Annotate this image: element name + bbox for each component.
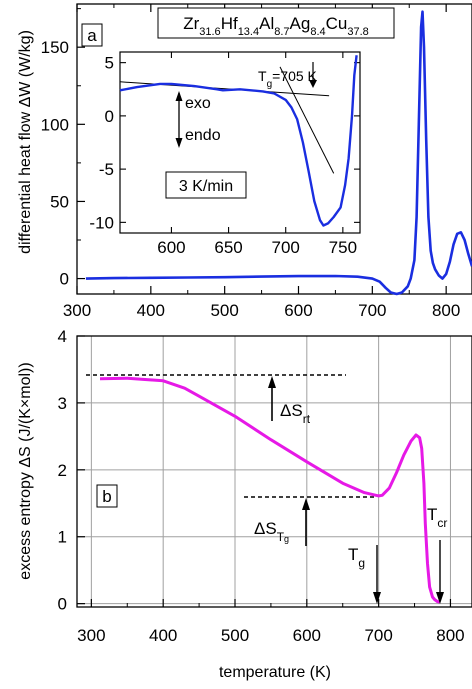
- tcr-label: Tcr: [427, 505, 447, 530]
- composition-element: Ag: [290, 14, 311, 33]
- composition-fraction: 8.4: [310, 26, 325, 38]
- composition-box: [157, 7, 395, 39]
- composition-fraction: 13.4: [238, 26, 259, 38]
- y-tick-label: 0: [58, 595, 67, 614]
- tg-arrowhead: [373, 592, 381, 604]
- y-tick-label: 100: [41, 115, 69, 134]
- x-tick-label: 700: [364, 626, 392, 645]
- panel-b: 300 400 500 600 700 800 0 1 2 3 4 ΔSrt ΔSTg Tg Tcr…: [17, 327, 472, 681]
- inset-tangent-line-2: [279, 66, 335, 174]
- exo-label: exo: [185, 95, 211, 112]
- inset-tick-labels: 600 650 700 750 5 0 -5 -10: [89, 54, 357, 257]
- y-tick-label: 2: [58, 461, 67, 480]
- x-tick-label: 300: [63, 301, 91, 320]
- tcr-arrowhead: [436, 592, 444, 604]
- inset-heat-flow-curve: [119, 55, 358, 227]
- composition-fraction: 37.8: [347, 26, 368, 38]
- heating-rate-label: 3 K/min: [179, 178, 233, 195]
- panel-b-grid: [77, 335, 472, 607]
- dS-tg-label: ΔSTg: [254, 519, 289, 544]
- y-tick-label: 0: [60, 270, 69, 289]
- y-tick-label: 4: [58, 327, 67, 346]
- y-tick-label: 50: [50, 192, 69, 211]
- composition-label: Zr31.6Hf13.4Al8.7Ag8.4Cu37.8: [183, 14, 369, 38]
- inset-ticks: [120, 52, 360, 233]
- inset-tg-arrowhead: [309, 80, 317, 88]
- panel-a-label-box: [81, 23, 103, 47]
- tg-label: Tg: [348, 545, 365, 570]
- y-tick-label: 3: [58, 394, 67, 413]
- composition-fraction: 8.7: [274, 26, 289, 38]
- x-tick-label: 500: [221, 626, 249, 645]
- panel-a-y-label: differential heat flow ΔW (W/kg): [17, 30, 34, 254]
- composition-element: Zr: [183, 14, 199, 33]
- inset-plot: 600 650 700 750 5 0 -5 -10 Tg=705 K exo endo 3 …: [89, 51, 361, 257]
- panel-b-ticks: [77, 335, 452, 607]
- heating-rate-box: [165, 171, 247, 199]
- x-tick-label: 800: [432, 301, 460, 320]
- x-tick-label: 600: [293, 626, 321, 645]
- dS-rt-label: ΔSrt: [280, 401, 311, 426]
- x-tick-label: 700: [358, 301, 386, 320]
- inset-x-tick-label: 700: [272, 238, 300, 257]
- x-axis-label: temperature (K): [219, 664, 331, 681]
- panel-a-x-ticks: [76, 4, 447, 294]
- panel-a-heat-flow-curve: [85, 10, 472, 296]
- panel-b-label: b: [102, 487, 111, 506]
- panel-a-frame: [76, 3, 472, 295]
- panel-a-label: a: [87, 26, 97, 45]
- composition-element: Hf: [221, 14, 238, 33]
- panel-b-frame: [76, 335, 472, 608]
- x-tick-label: 400: [149, 626, 177, 645]
- inset-tg-label: Tg=705 K: [258, 68, 318, 90]
- inset-x-tick-label: 750: [329, 238, 357, 257]
- dS-tg-arrowhead: [302, 498, 310, 510]
- composition-element: Al: [259, 14, 274, 33]
- inset-y-tick-label: 0: [105, 107, 114, 126]
- panel-b-entropy-curve: [99, 376, 441, 604]
- exo-arrowhead: [175, 91, 183, 101]
- x-tick-label: 300: [77, 626, 105, 645]
- inset-frame: [119, 51, 361, 234]
- composition-fraction: 31.6: [199, 26, 220, 38]
- x-tick-label: 500: [210, 301, 238, 320]
- panel-b-tick-labels: 300 400 500 600 700 800 0 1 2 3 4: [58, 327, 465, 645]
- x-tick-label: 800: [436, 626, 464, 645]
- panel-a-y-ticks: [77, 8, 85, 280]
- endo-arrowhead: [175, 138, 183, 148]
- endo-label: endo: [185, 127, 221, 144]
- y-tick-label: 150: [41, 38, 69, 57]
- x-tick-label: 600: [284, 301, 312, 320]
- x-tick-label: 400: [137, 301, 165, 320]
- inset-x-tick-label: 600: [157, 238, 185, 257]
- inset-y-tick-label: -10: [89, 213, 114, 232]
- dS-rt-arrowhead: [268, 376, 276, 388]
- panel-b-label-box: [96, 484, 118, 508]
- inset-x-tick-label: 650: [214, 238, 242, 257]
- panel-b-y-label: excess entropy ΔS (J/(K×mol)): [17, 362, 34, 579]
- y-tick-label: 1: [58, 528, 67, 547]
- composition-element: Cu: [326, 14, 348, 33]
- inset-y-tick-label: -5: [99, 160, 114, 179]
- inset-y-tick-label: 5: [105, 54, 114, 73]
